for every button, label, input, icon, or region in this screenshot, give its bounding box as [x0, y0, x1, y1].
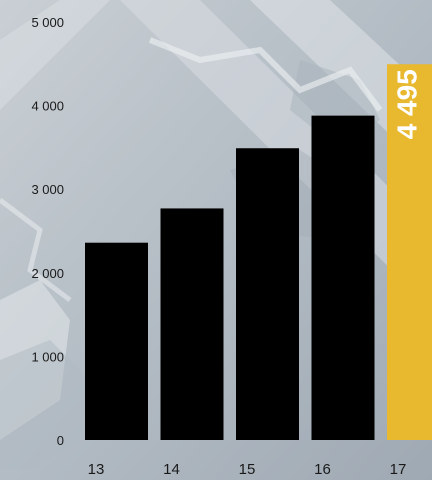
value-label: 4 495 — [391, 69, 422, 139]
y-tick-label: 2 000 — [31, 266, 64, 281]
y-tick-label: 0 — [57, 433, 64, 448]
y-tick-label: 1 000 — [31, 349, 64, 364]
bar-16 — [311, 115, 375, 440]
y-tick-label: 3 000 — [31, 182, 64, 197]
bar-17 — [387, 64, 432, 440]
value-labels: 4 495 — [391, 69, 422, 139]
x-tick-label: 16 — [314, 461, 331, 478]
bar-14 — [160, 208, 224, 440]
y-axis-ticks: 0 1 000 2 000 3 000 4 000 5 000 — [31, 15, 64, 448]
x-tick-label: 14 — [163, 461, 180, 478]
x-axis-labels: 13 14 15 16 17 — [88, 461, 407, 478]
x-tick-label: 17 — [390, 461, 407, 478]
bars — [85, 64, 432, 440]
bar-15 — [236, 148, 299, 440]
bar-13 — [85, 242, 148, 440]
x-tick-label: 13 — [88, 461, 105, 478]
y-tick-label: 5 000 — [31, 15, 64, 30]
y-tick-label: 4 000 — [31, 99, 64, 114]
x-tick-label: 15 — [239, 461, 256, 478]
